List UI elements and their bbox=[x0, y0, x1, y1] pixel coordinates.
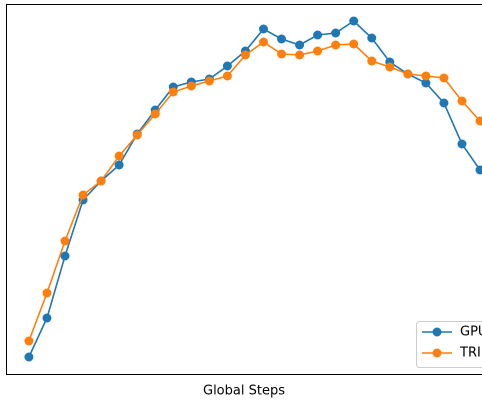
legend-marker bbox=[432, 327, 442, 337]
legend-marker bbox=[432, 348, 442, 358]
point bbox=[295, 40, 305, 50]
point bbox=[421, 71, 431, 81]
point bbox=[313, 46, 323, 56]
point bbox=[60, 251, 70, 261]
point bbox=[258, 24, 268, 34]
point bbox=[78, 190, 88, 200]
x-axis-label: Global Steps bbox=[203, 384, 285, 399]
point bbox=[313, 30, 323, 40]
point bbox=[457, 96, 467, 106]
point bbox=[367, 33, 377, 43]
point bbox=[295, 50, 305, 60]
point bbox=[24, 352, 34, 362]
point bbox=[42, 288, 52, 298]
point bbox=[421, 78, 431, 88]
point bbox=[258, 37, 268, 47]
point bbox=[331, 40, 341, 50]
point bbox=[186, 81, 196, 91]
point bbox=[24, 336, 34, 346]
point bbox=[114, 160, 124, 170]
axes-frame bbox=[6, 4, 482, 375]
point bbox=[331, 28, 341, 38]
point bbox=[367, 56, 377, 66]
point bbox=[277, 34, 287, 44]
point bbox=[385, 62, 395, 72]
point bbox=[96, 176, 106, 186]
point bbox=[132, 130, 142, 140]
point bbox=[204, 76, 214, 86]
legend-label: GPU bbox=[460, 325, 482, 340]
point bbox=[349, 39, 359, 49]
point bbox=[168, 87, 178, 97]
point bbox=[439, 98, 449, 108]
point bbox=[114, 151, 124, 161]
point bbox=[222, 71, 232, 81]
point bbox=[222, 61, 232, 71]
point bbox=[277, 49, 287, 59]
point bbox=[439, 73, 449, 83]
point bbox=[150, 109, 160, 119]
point bbox=[240, 50, 250, 60]
point bbox=[475, 116, 482, 126]
point bbox=[42, 313, 52, 323]
point bbox=[349, 16, 359, 26]
series-line bbox=[28, 19, 481, 358]
point bbox=[457, 139, 467, 149]
series-line bbox=[28, 41, 481, 342]
legend-label: TRI bbox=[459, 346, 481, 361]
point bbox=[475, 165, 482, 175]
point bbox=[60, 236, 70, 246]
point bbox=[403, 69, 413, 79]
